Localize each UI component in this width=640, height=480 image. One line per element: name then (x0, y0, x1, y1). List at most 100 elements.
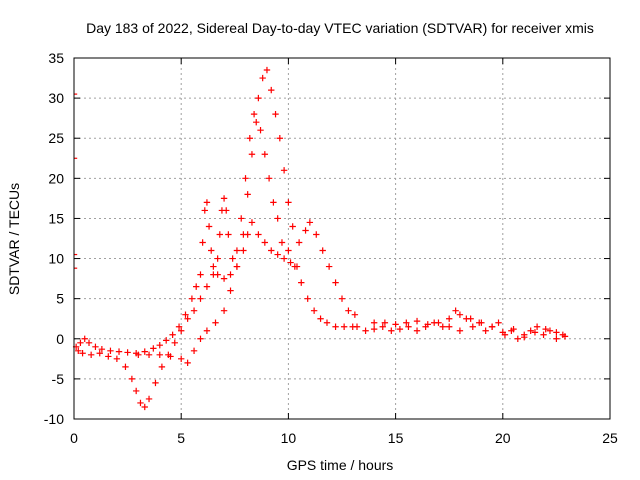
data-point (542, 325, 549, 333)
data-point (370, 319, 378, 326)
data-point (285, 247, 292, 254)
data-point (253, 118, 260, 126)
data-point (340, 323, 348, 330)
data-point (289, 223, 296, 230)
data-point (162, 337, 170, 344)
data-point (456, 311, 464, 318)
x-tick-label: 15 (388, 430, 404, 446)
data-point (313, 231, 320, 238)
data-point (265, 175, 273, 182)
data-point (255, 94, 262, 102)
data-point (233, 263, 241, 270)
data-point (495, 319, 502, 326)
y-tick-label: -10 (44, 411, 64, 427)
data-point (201, 207, 208, 214)
data-point (351, 311, 359, 318)
data-point (261, 239, 269, 246)
data-point (270, 199, 277, 206)
data-point (263, 66, 271, 74)
x-tick-label: 5 (177, 430, 185, 446)
data-point (122, 363, 129, 371)
data-point (561, 333, 569, 340)
data-point (115, 348, 123, 355)
data-point (210, 263, 217, 270)
data-point (141, 348, 148, 355)
data-point (203, 199, 211, 206)
data-point (203, 327, 211, 334)
y-axis-label: SDTVAR / TECUs (6, 183, 22, 295)
data-point (533, 323, 541, 330)
data-point (184, 315, 191, 322)
data-point (208, 247, 215, 254)
data-point (278, 239, 286, 246)
data-point (531, 329, 539, 336)
x-tick-label: 10 (281, 430, 297, 446)
data-point (295, 239, 303, 246)
y-tick-label: 35 (48, 50, 64, 66)
data-point (137, 399, 144, 407)
data-point (141, 403, 148, 411)
data-point (171, 339, 178, 346)
data-point (87, 351, 95, 359)
data-point (156, 341, 163, 349)
data-point (362, 327, 369, 334)
data-point (259, 74, 266, 82)
data-point (220, 195, 228, 202)
data-point (381, 319, 389, 326)
data-point (413, 327, 421, 334)
data-point (92, 343, 99, 350)
data-point (190, 347, 198, 355)
data-point (261, 151, 269, 158)
data-point (424, 321, 431, 328)
x-tick-label: 25 (602, 430, 618, 446)
data-point (435, 319, 442, 326)
data-point (212, 319, 219, 326)
y-tick-label: 10 (48, 251, 64, 267)
data-point (456, 327, 464, 334)
data-point (113, 355, 121, 363)
data-point (325, 263, 333, 270)
y-tick-label: 25 (48, 130, 64, 146)
data-point (150, 345, 157, 352)
data-point (229, 255, 236, 262)
data-point (223, 207, 230, 214)
data-point (280, 255, 288, 262)
data-point (77, 339, 84, 346)
data-point (178, 327, 185, 334)
data-point (250, 110, 258, 118)
data-point (439, 323, 446, 330)
data-point (135, 351, 142, 359)
data-point (81, 335, 88, 342)
data-point (169, 331, 176, 338)
y-tick-label: 5 (56, 291, 64, 307)
data-point (317, 315, 324, 322)
data-point (75, 347, 82, 355)
data-point (272, 110, 279, 118)
data-point (392, 321, 399, 328)
data-point (233, 247, 241, 254)
data-point (540, 331, 547, 338)
data-point (197, 271, 204, 278)
data-point (370, 325, 378, 333)
data-point (521, 333, 528, 341)
data-point (124, 349, 131, 356)
data-point (105, 353, 112, 360)
data-point (403, 319, 410, 326)
data-point (302, 227, 309, 234)
data-point (85, 339, 93, 346)
data-point (257, 127, 264, 134)
data-point (332, 279, 339, 286)
y-tick-label: 20 (48, 170, 64, 186)
data-point (152, 379, 159, 387)
plot-frame (73, 57, 611, 420)
data-point (203, 283, 211, 290)
data-point (304, 295, 311, 302)
data-point (227, 271, 234, 278)
data-point (332, 323, 339, 330)
data-point (553, 335, 560, 342)
data-point (488, 323, 496, 330)
data-point (188, 295, 196, 302)
data-point (242, 175, 249, 182)
